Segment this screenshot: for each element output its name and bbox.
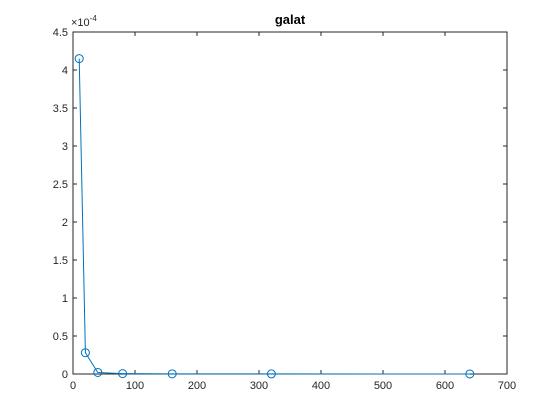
x-tick-label: 600 (436, 380, 454, 392)
series-layer (74, 54, 475, 379)
y-tick-label: 3 (62, 141, 68, 153)
y-axis-ticks: 0 0.5 1 1.5 2 2.5 3 3.5 4 4.5 (53, 27, 507, 381)
x-tick-label: 300 (250, 380, 268, 392)
plot-area (72, 31, 508, 375)
y-tick-label: 2 (62, 217, 68, 229)
x-tick-label: 500 (374, 380, 392, 392)
y-axis-exponent-power: -4 (90, 14, 98, 23)
x-tick-label: 200 (188, 380, 206, 392)
data-point (167, 369, 177, 379)
data-point (93, 367, 103, 377)
x-axis-ticks: 0 100 200 300 400 500 600 700 (70, 32, 516, 392)
x-tick-label: 700 (498, 380, 516, 392)
data-point (465, 369, 475, 379)
x-tick-label: 0 (70, 380, 76, 392)
y-tick-label: 0.5 (53, 331, 68, 343)
data-point (118, 369, 128, 379)
data-point (80, 348, 90, 358)
y-axis-exponent-base: ×10 (71, 17, 90, 29)
y-tick-label: 3.5 (53, 103, 68, 115)
series-line (78, 58, 470, 375)
y-tick-label: 1 (62, 293, 68, 305)
y-tick-label: 4.5 (53, 27, 68, 39)
y-axis-exponent: ×10-4 (71, 14, 97, 29)
data-point (74, 54, 84, 64)
x-tick-label: 400 (312, 380, 330, 392)
y-tick-label: 4 (62, 65, 68, 77)
y-tick-label: 0 (62, 369, 68, 381)
y-tick-label: 1.5 (53, 255, 68, 267)
chart-title: galat (275, 12, 306, 27)
y-tick-label: 2.5 (53, 179, 68, 191)
data-point (266, 369, 276, 379)
x-tick-label: 100 (126, 380, 144, 392)
